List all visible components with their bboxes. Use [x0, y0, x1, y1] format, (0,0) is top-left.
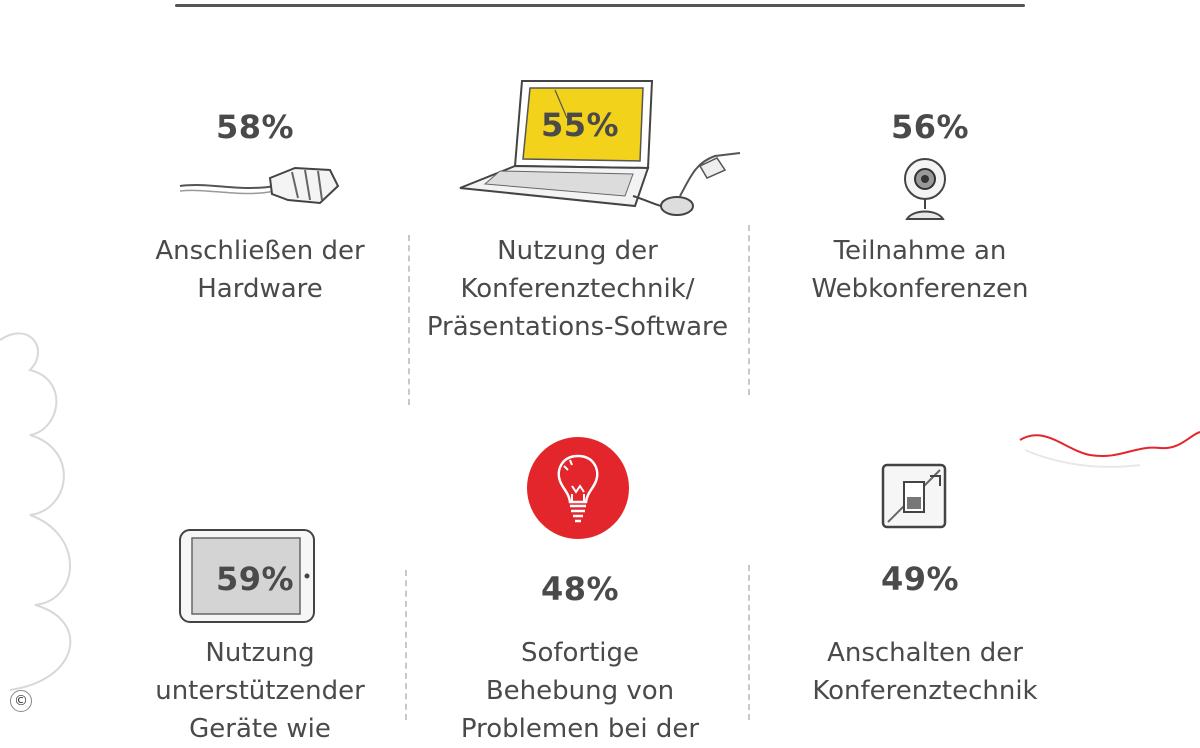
separator-top-right: [748, 225, 750, 395]
percent-problembehebung: 48%: [540, 570, 620, 608]
label-geraete: Nutzung unterstützender Geräte wie: [155, 638, 365, 744]
laptop-icon: [459, 80, 741, 216]
percent-anschalten: 49%: [880, 560, 960, 598]
percent-hardware: 58%: [215, 108, 295, 146]
cloud-decoration: [0, 332, 72, 691]
label-problembehebung: Sofortige Behebung von Problemen bei der: [460, 638, 700, 744]
label-anschalten: Anschalten der Konferenztechnik: [812, 638, 1038, 706]
percent-webkonferenzen: 56%: [890, 108, 970, 146]
label-hardware: Anschließen der Hardware: [155, 236, 365, 304]
separator-top-left: [408, 235, 410, 405]
label-konferenztechnik: Nutzung der Konferenztechnik/ Präsentati…: [426, 236, 729, 342]
tablet-icon: [179, 529, 315, 623]
webcam-icon: [904, 158, 946, 220]
percent-konferenztechnik: 55%: [540, 106, 620, 144]
percent-geraete: 59%: [215, 560, 295, 598]
red-squiggle-decoration: [1019, 431, 1200, 468]
separator-bottom-left: [405, 570, 407, 720]
lightbulb-icon: [527, 437, 629, 539]
separator-bottom-right: [748, 565, 750, 720]
copyright-badge: ©: [10, 690, 32, 712]
top-divider-line: [175, 4, 1025, 7]
power-switch-icon: [881, 463, 947, 529]
label-webkonferenzen: Teilnahme an Webkonferenzen: [811, 236, 1029, 304]
cable-plug-icon: [179, 166, 340, 205]
